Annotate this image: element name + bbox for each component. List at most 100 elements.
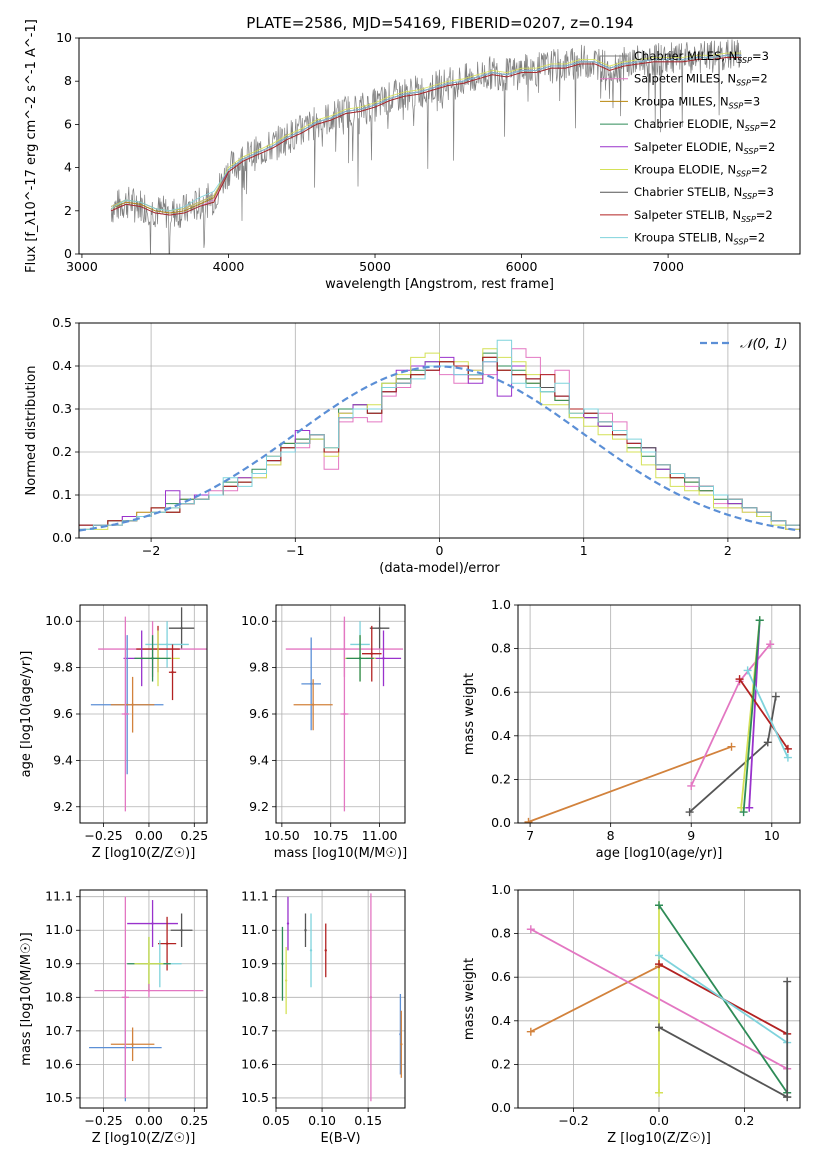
y-tick-label: 9.2	[249, 799, 269, 814]
point-marker	[783, 753, 792, 762]
y-axis-label: mass weight	[462, 673, 477, 755]
plot-area	[526, 901, 792, 1102]
observed-spectrum	[110, 39, 742, 254]
y-tick-label: 0	[64, 246, 72, 261]
y-tick-label: 0.3	[52, 401, 72, 416]
x-tick-label: 10.50	[264, 828, 300, 843]
series-line-kroupa_stelib	[110, 54, 742, 212]
x-axis-label: E(B-V)	[320, 1131, 360, 1146]
y-tick-label: 0.2	[52, 444, 72, 459]
y-tick-label: 9.8	[249, 660, 269, 675]
y-tick-label: 10	[56, 30, 72, 45]
x-tick-label: 4000	[213, 259, 245, 274]
y-tick-label: 0.0	[52, 530, 72, 545]
data-point	[311, 703, 315, 706]
data-point	[400, 1043, 403, 1046]
y-tick-label: 10.0	[241, 613, 269, 628]
plot-area	[110, 39, 742, 254]
point-marker	[783, 744, 792, 753]
x-tick-label: 2	[724, 543, 732, 558]
data-point	[165, 643, 169, 646]
legend-entry: Salpeter STELIB, NSSP=2	[634, 208, 773, 224]
point-marker	[524, 817, 533, 823]
data-point	[358, 657, 362, 660]
data-point	[180, 626, 183, 630]
x-tick-label: 3000	[66, 259, 98, 274]
y-tick-label: 10.9	[241, 956, 269, 971]
y-tick-label: 11.0	[241, 922, 269, 937]
y-tick-label: 10.0	[45, 613, 73, 628]
axes-frame	[78, 37, 801, 255]
legend-entry: Kroupa ELODIE, NSSP=2	[634, 163, 768, 179]
y-tick-label: 9.2	[53, 799, 73, 814]
panel-mass_weight_vs_age: 7 8 9 10 0.0 0.2 0.4 0.6 0.8 1.0 age [log10(age/yr…	[462, 597, 801, 861]
data-point	[324, 949, 327, 952]
series-line-chabrier_stelib	[658, 1026, 788, 1098]
data-point	[284, 979, 288, 982]
point-marker	[655, 960, 663, 969]
data-point	[151, 657, 154, 660]
x-tick-label: −0.2	[558, 1113, 588, 1128]
data-point	[180, 929, 183, 932]
figure-title: PLATE=2586, MJD=54169, FIBERID=0207, z=0…	[246, 14, 633, 32]
x-axis-label: Z [log10(Z/Z☉)]	[92, 846, 196, 861]
x-tick-label: 0	[436, 543, 444, 558]
y-tick-label: 1.0	[491, 882, 511, 897]
y-tick-label: 9.4	[249, 752, 269, 767]
y-tick-label: 1.0	[491, 597, 511, 612]
y-tick-label: 11.0	[45, 922, 73, 937]
legend-entry: Kroupa MILES, NSSP=3	[634, 94, 760, 110]
y-tick-label: 0.8	[491, 926, 511, 941]
y-tick-label: 8	[64, 73, 72, 88]
y-tick-label: 0.4	[491, 728, 511, 743]
legend-entry: 𝒩(0, 1)	[740, 337, 787, 352]
x-axis-label: Z [log10(Z/Z☉)]	[607, 1131, 711, 1146]
y-tick-label: 2	[64, 203, 72, 218]
y-axis-label: mass weight	[462, 958, 477, 1040]
plot-area	[281, 893, 403, 1102]
data-point	[151, 922, 154, 925]
x-tick-label: 0.15	[354, 1113, 382, 1128]
panel-residuals: 𝒩(0, 1) −2 −1 0 1 2 0.0 0.1 0.2 0.3 0.4 0.5 (data-mo…	[24, 315, 801, 576]
x-tick-label: −2	[142, 543, 160, 558]
data-point	[131, 703, 134, 706]
x-tick-label: 0.25	[180, 828, 208, 843]
data-point	[369, 996, 373, 999]
point-marker	[727, 742, 736, 751]
y-axis-label: age [log10(age/yr)]	[19, 651, 34, 778]
y-tick-label: 10.6	[45, 1056, 73, 1071]
normal-curve	[79, 365, 800, 532]
y-tick-label: 4	[64, 160, 72, 175]
y-tick-label: 0.0	[491, 1100, 511, 1115]
plot-area	[285, 607, 404, 812]
y-tick-label: 11.1	[241, 889, 269, 904]
panel-age_vs_mass: 10.50 10.75 11.00 9.2 9.4 9.6 9.8 10.0 mass [log…	[241, 604, 407, 861]
data-point	[165, 942, 169, 945]
y-tick-label: 0.2	[491, 1056, 511, 1071]
point-marker	[526, 925, 535, 934]
y-tick-label: 10.8	[45, 989, 73, 1004]
legend-entry: Kroupa STELIB, NSSP=2	[634, 231, 765, 247]
x-tick-label: −0.25	[84, 828, 122, 843]
point-marker	[655, 1088, 663, 1097]
point-marker	[755, 616, 764, 625]
data-point	[382, 657, 385, 660]
y-tick-label: 9.6	[249, 706, 269, 721]
point-marker	[655, 901, 663, 910]
y-tick-label: 0.6	[491, 684, 511, 699]
y-tick-label: 10.7	[45, 1023, 73, 1038]
axes-frame	[517, 604, 801, 824]
plot-area	[90, 607, 207, 812]
point-marker	[739, 808, 748, 817]
x-tick-label: 0.2	[735, 1113, 755, 1128]
data-point	[171, 671, 174, 674]
panel-age_vs_Z: −0.25 0.00 0.25 9.2 9.4 9.6 9.8 10.0 Z [log10(Z/…	[19, 604, 208, 861]
series-line-kroupa_elodie	[111, 52, 742, 212]
x-tick-label: 0.00	[135, 828, 163, 843]
x-tick-label: 11.00	[362, 828, 398, 843]
x-axis-label: age [log10(age/yr)]	[596, 846, 723, 861]
legend-entry: Salpeter ELODIE, NSSP=2	[634, 140, 775, 156]
x-axis-label: mass [log10(M/M☉)]	[274, 846, 407, 861]
legend-entry: Chabrier MILES, NSSP=3	[634, 49, 769, 65]
series-line-salpeter_stelib	[111, 56, 742, 216]
